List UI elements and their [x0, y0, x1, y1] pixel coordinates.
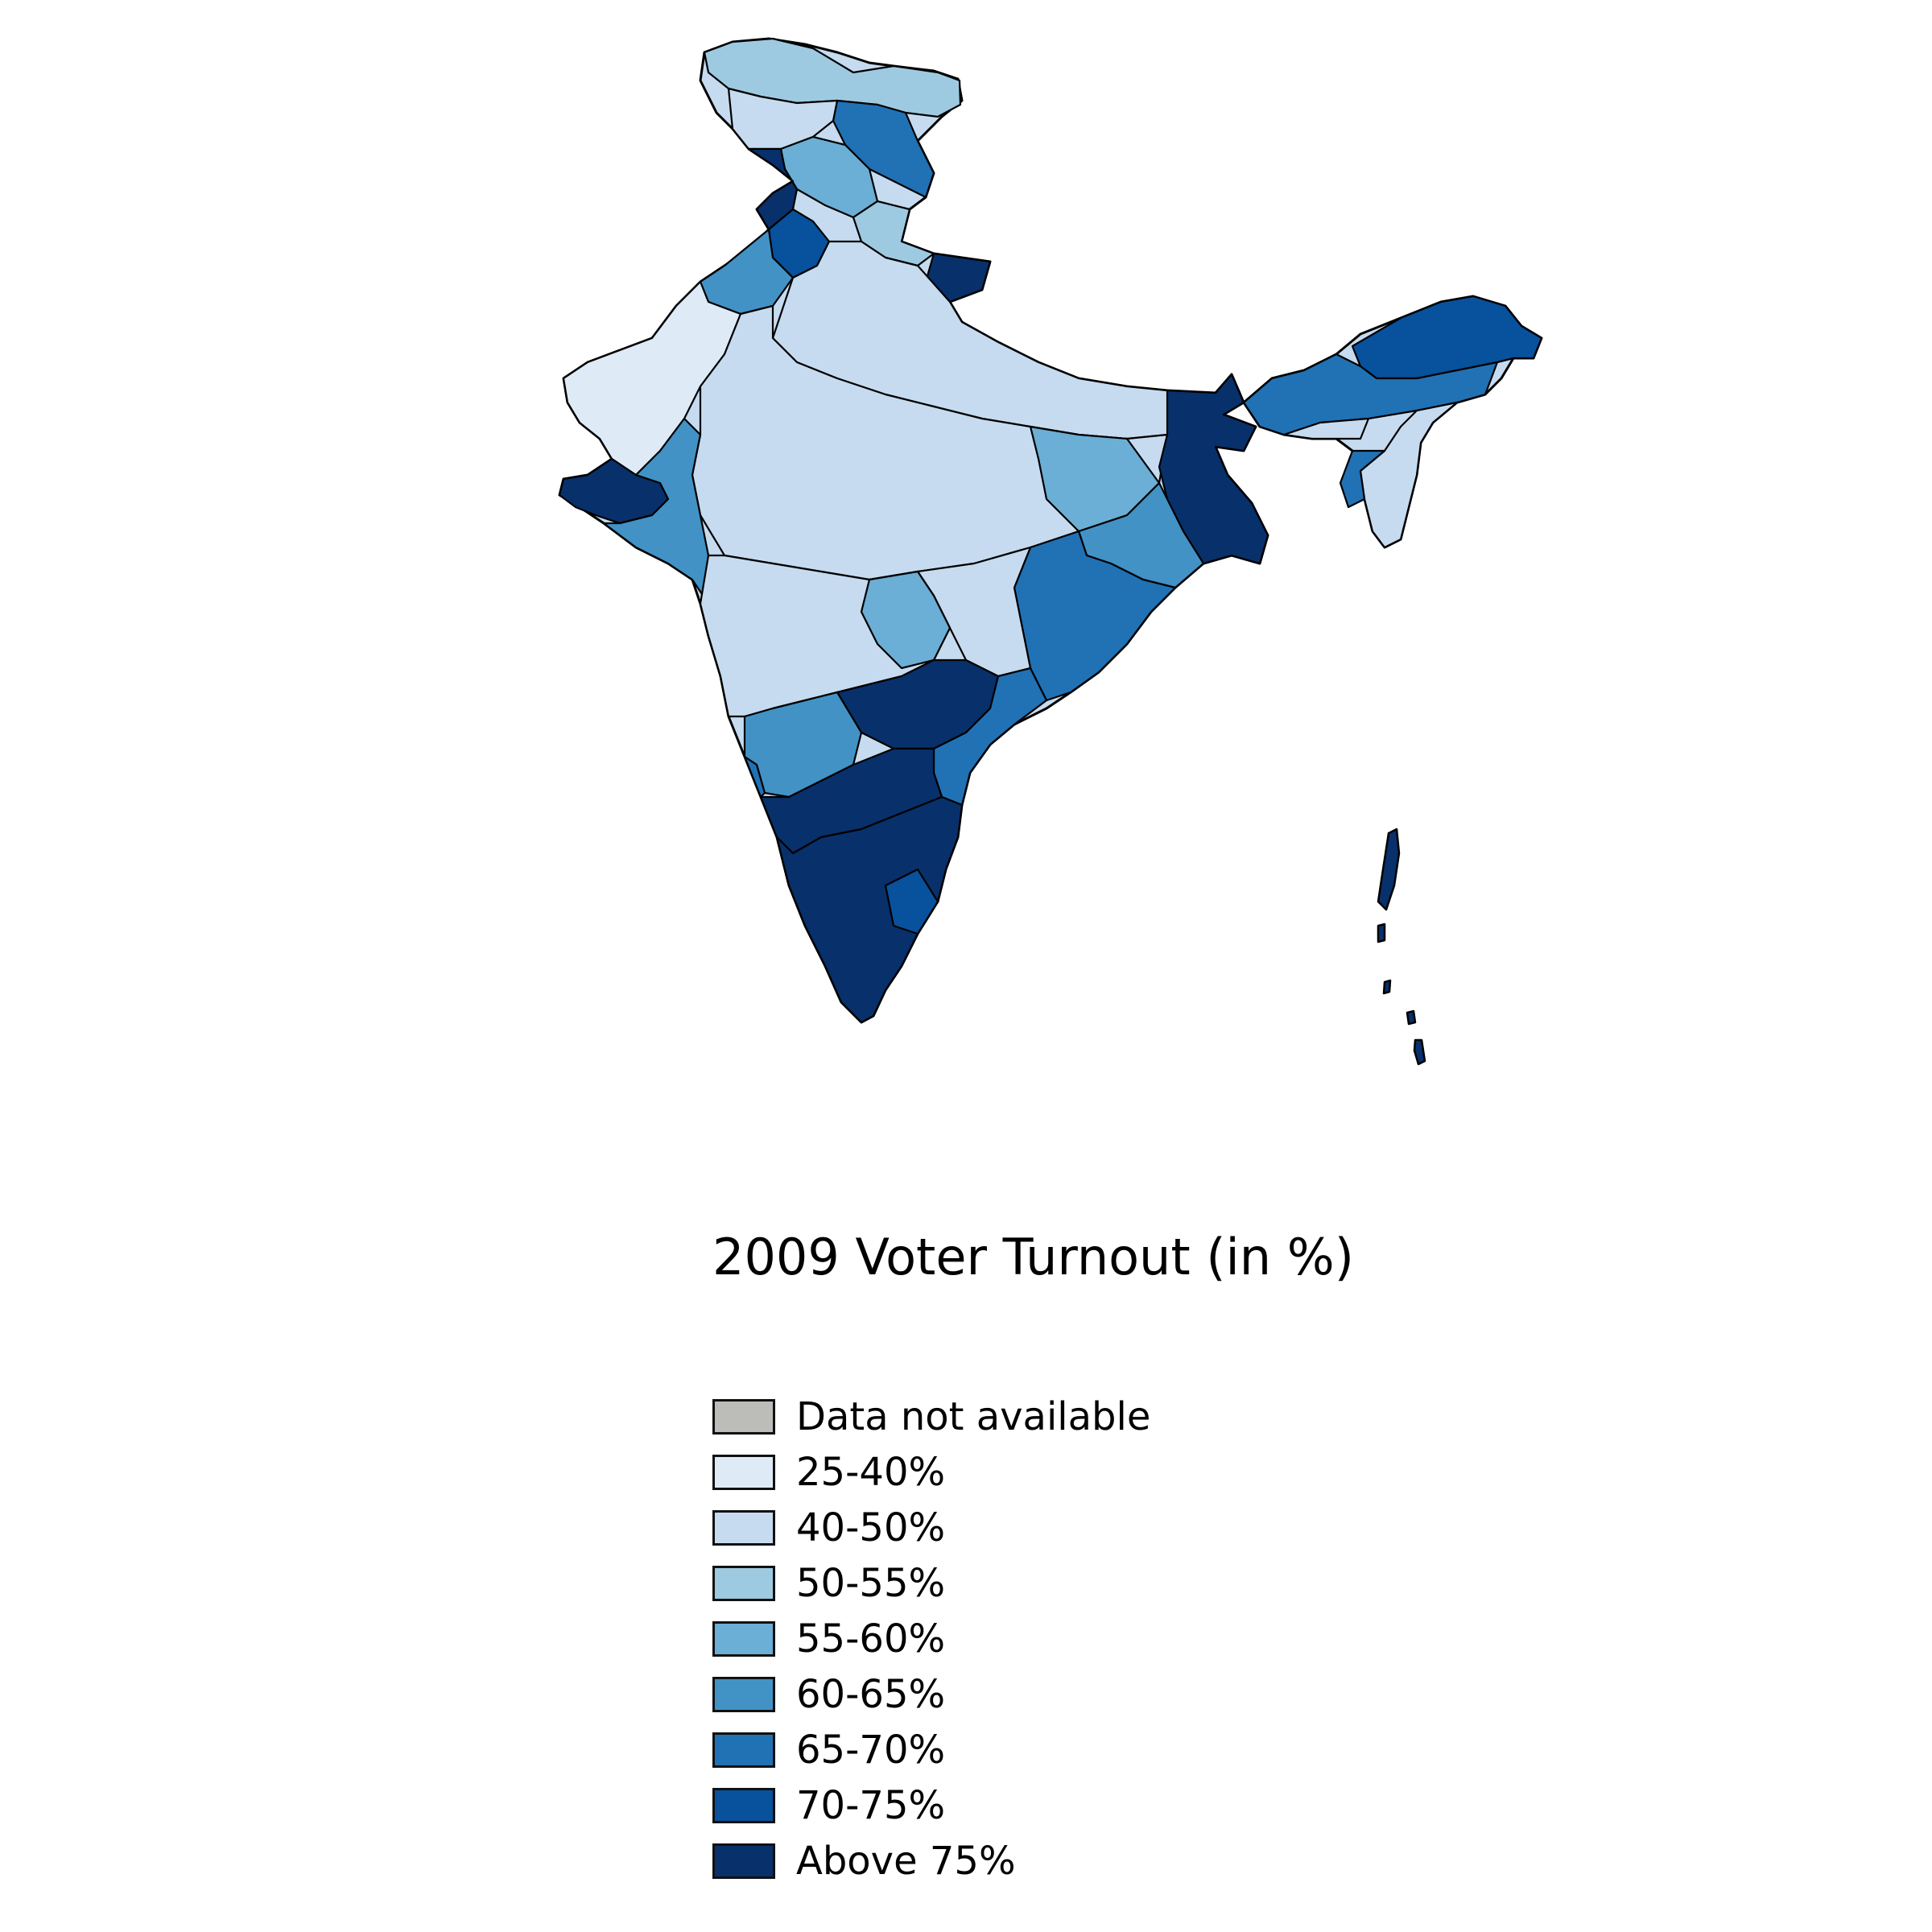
legend-item: Above 75% [712, 1833, 1150, 1889]
andaman-nicobar-island [1413, 1038, 1426, 1066]
legend-item: 60-65% [712, 1666, 1150, 1722]
legend-label: 50-55% [796, 1560, 946, 1606]
region-gujarat-main [602, 417, 710, 605]
legend-label: 60-65% [796, 1671, 946, 1717]
legend-swatch [712, 1732, 775, 1768]
legend-swatch [712, 1676, 775, 1712]
andaman-nicobar-island [1377, 923, 1386, 943]
legend-item: 55-60% [712, 1611, 1150, 1666]
legend-swatch [712, 1398, 775, 1435]
region-northeast-arunachal [1351, 295, 1543, 380]
legend-swatch [712, 1565, 775, 1601]
legend-label: 65-70% [796, 1727, 946, 1773]
andaman-nicobar-island [1377, 828, 1401, 911]
map-layer [558, 37, 1543, 1066]
legend-swatch [712, 1509, 775, 1546]
region-meghalaya [1282, 417, 1370, 440]
legend-swatch [712, 1620, 775, 1657]
legend-label: 25-40% [796, 1449, 946, 1495]
legend-item: 40-50% [712, 1500, 1150, 1555]
legend-label: Above 75% [796, 1838, 1016, 1884]
legend-label: Data not available [796, 1393, 1151, 1439]
legend-item: 65-70% [712, 1722, 1150, 1777]
legend-swatch [712, 1454, 775, 1490]
region-tripura-mizo [1339, 449, 1386, 509]
legend: Data not available 25-40% 40-50% 50-55% 55-6… [712, 1389, 1150, 1889]
legend-label: 40-50% [796, 1505, 946, 1550]
region-jammu [727, 87, 839, 151]
legend-item: 70-75% [712, 1777, 1150, 1833]
map-title: 2009 Voter Turnout (in %) [712, 1228, 1354, 1286]
region-west-rajasthan [562, 280, 742, 477]
region-kashmir-valley [832, 99, 935, 199]
legend-label: 70-75% [796, 1782, 946, 1828]
region-tn-interior [884, 868, 939, 935]
legend-label: 55-60% [796, 1616, 946, 1662]
legend-item: 25-40% [712, 1444, 1150, 1500]
legend-item: 50-55% [712, 1555, 1150, 1611]
andaman-nicobar-island [1382, 979, 1392, 995]
region-goa-konkan [743, 755, 766, 799]
andaman-nicobar-island [1406, 1009, 1417, 1026]
legend-item: Data not available [712, 1389, 1150, 1444]
legend-swatch [712, 1787, 775, 1823]
legend-swatch [712, 1843, 775, 1879]
